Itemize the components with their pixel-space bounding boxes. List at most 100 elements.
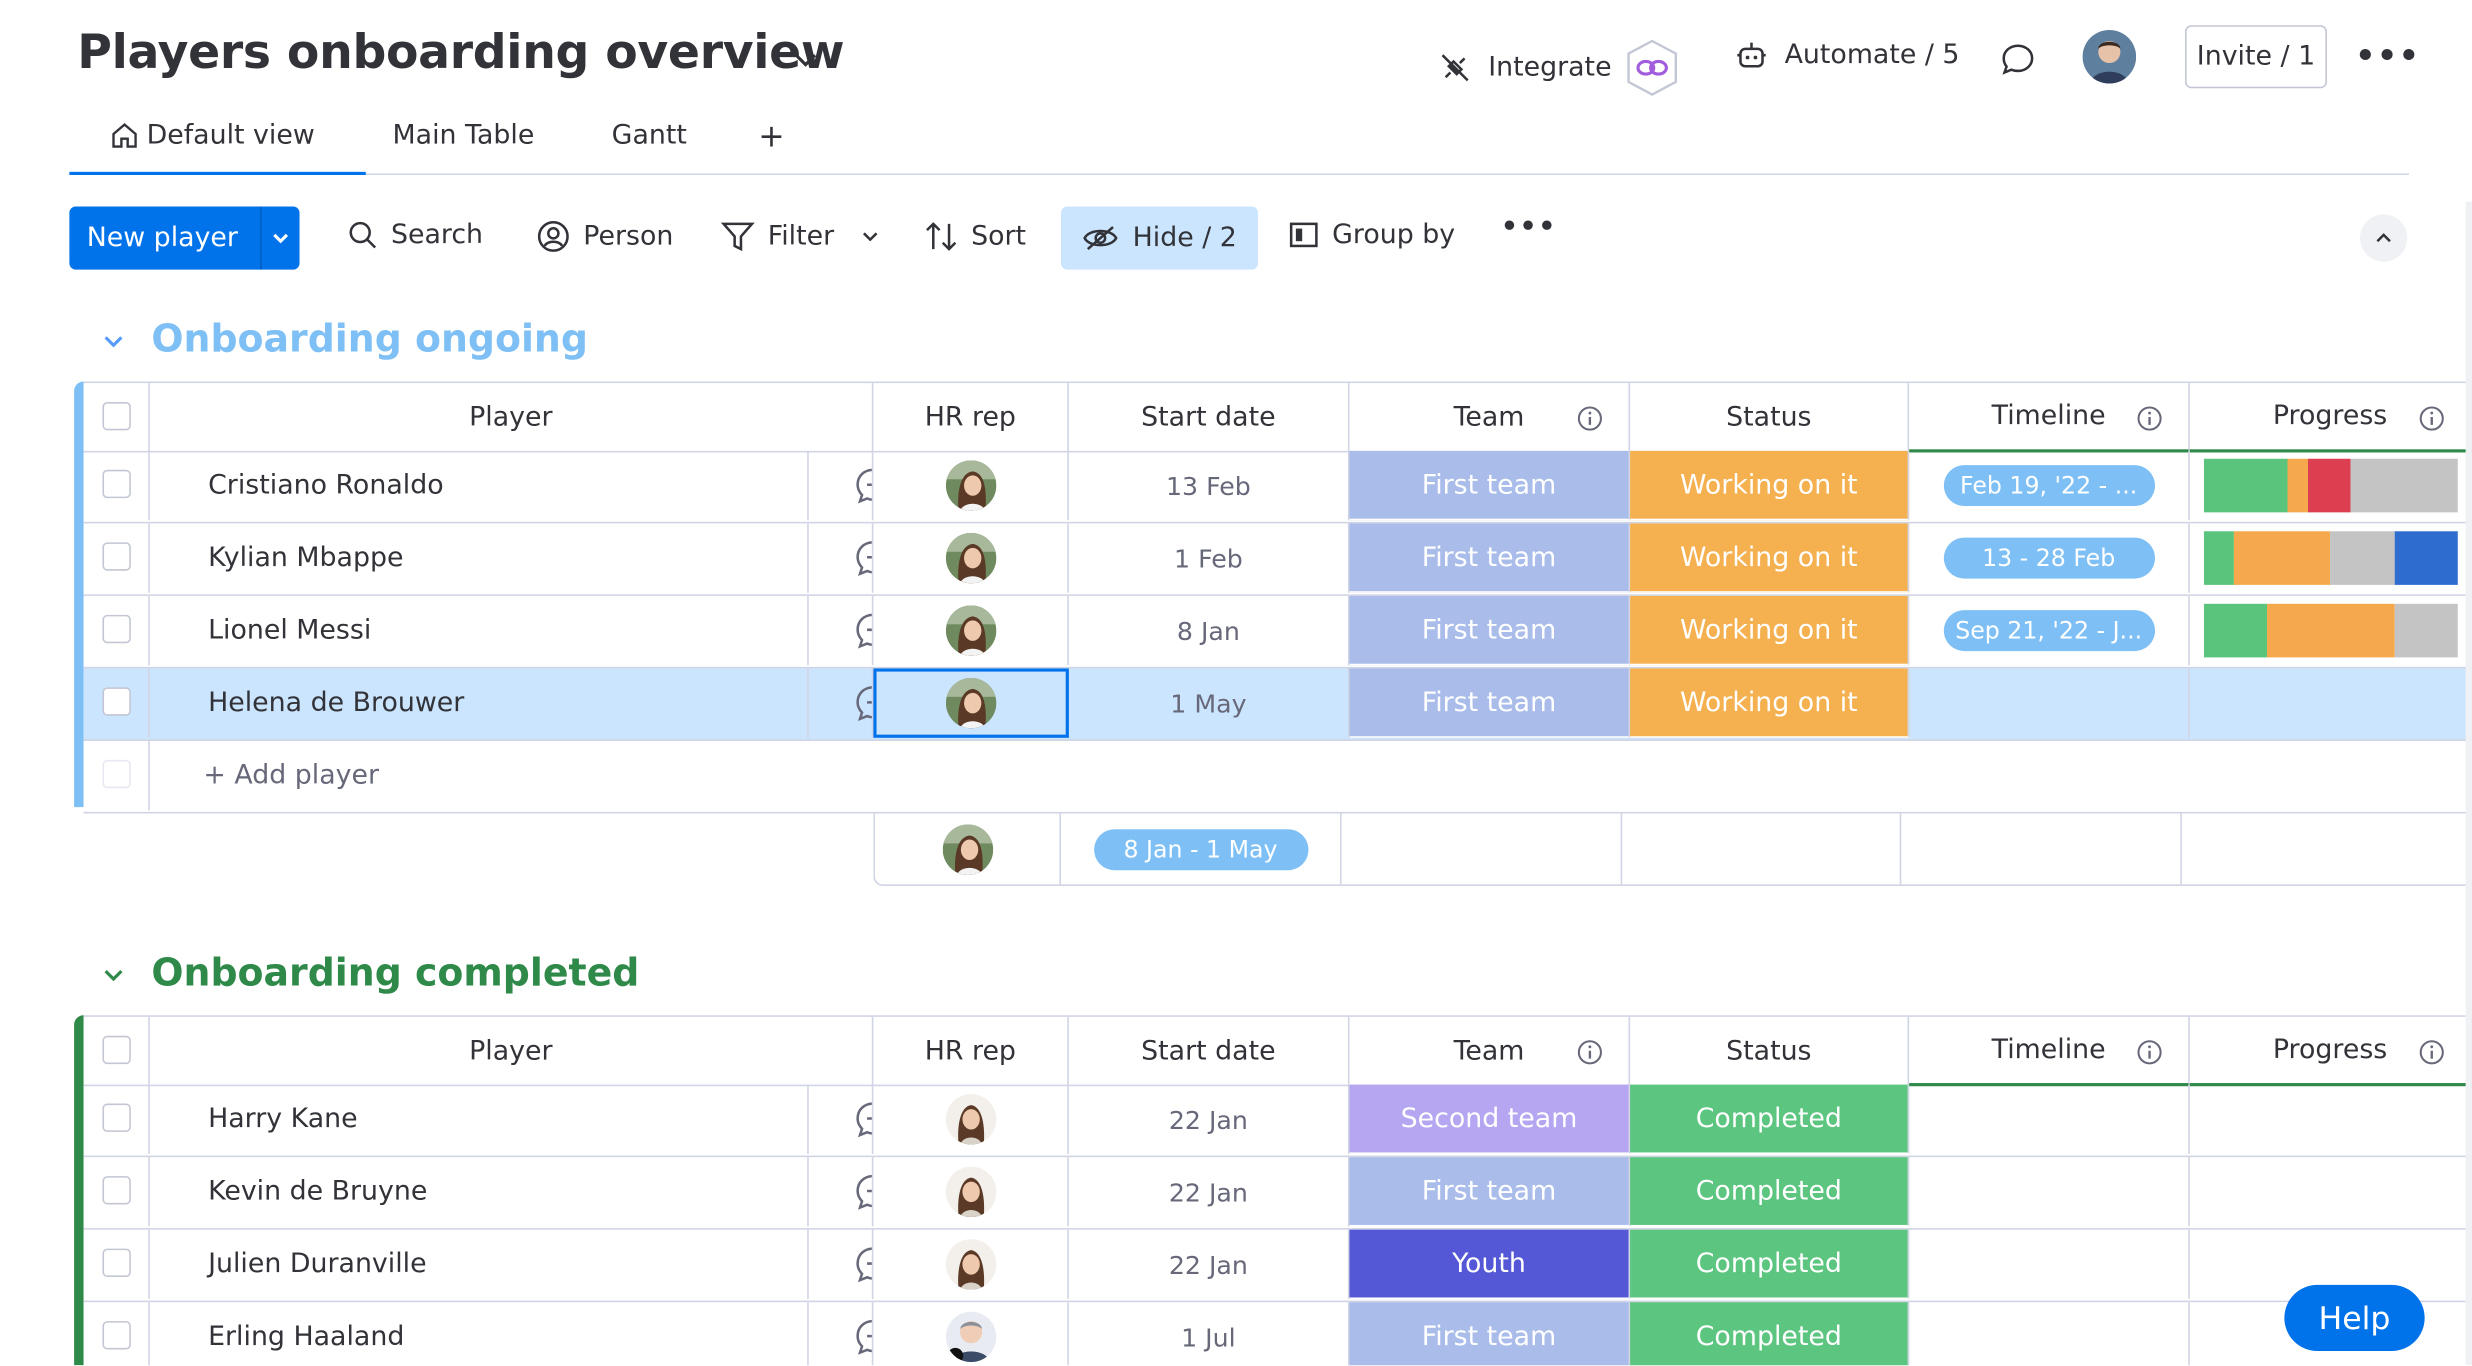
- info-icon[interactable]: [2418, 1039, 2445, 1066]
- avatar[interactable]: [945, 1094, 996, 1145]
- user-avatar[interactable]: [2082, 29, 2137, 84]
- player-name[interactable]: Lionel Messi: [208, 614, 372, 647]
- column-header-team[interactable]: Team: [1349, 383, 1631, 453]
- search-button[interactable]: Search: [347, 219, 483, 251]
- info-icon[interactable]: [2136, 405, 2163, 432]
- status-cell[interactable]: Completed: [1630, 1157, 1910, 1227]
- table-row[interactable]: Kevin de Bruyne 22 Jan First team Completed: [83, 1157, 2472, 1230]
- help-button[interactable]: Help: [2284, 1284, 2425, 1352]
- add-view-button[interactable]: +: [758, 116, 785, 155]
- status-cell[interactable]: Working on it: [1630, 595, 1910, 666]
- info-icon[interactable]: [1577, 1039, 1604, 1066]
- hr-rep-cell[interactable]: [873, 1157, 1069, 1227]
- integrate-button[interactable]: Integrate: [1438, 38, 1681, 98]
- team-cell[interactable]: First team: [1349, 523, 1631, 593]
- column-header-hr[interactable]: HR rep: [873, 383, 1069, 453]
- hr-rep-cell[interactable]: [873, 523, 1069, 593]
- scrollbar[interactable]: [2465, 201, 2472, 1366]
- start-date-cell[interactable]: 22 Jan: [1069, 1084, 1350, 1154]
- board-title[interactable]: Players onboarding overview: [77, 25, 845, 81]
- start-date-cell[interactable]: 1 Feb: [1069, 523, 1350, 593]
- player-name[interactable]: Kevin de Bruyne: [208, 1176, 428, 1208]
- start-date-cell[interactable]: 1 Jul: [1069, 1302, 1350, 1366]
- sort-button[interactable]: Sort: [924, 219, 1026, 254]
- player-cell[interactable]: Harry Kane: [150, 1084, 874, 1154]
- column-header-progress[interactable]: Progress: [2189, 383, 2472, 453]
- team-cell[interactable]: First team: [1349, 450, 1631, 521]
- table-row[interactable]: Harry Kane 22 Jan Second team Completed: [83, 1084, 2472, 1158]
- add-update-icon[interactable]: [853, 1316, 873, 1357]
- add-update-icon[interactable]: [853, 538, 873, 579]
- invite-button[interactable]: Invite / 1: [2185, 25, 2327, 89]
- avatar[interactable]: [945, 460, 996, 511]
- column-header-timeline[interactable]: Timeline: [1909, 383, 2190, 453]
- hr-rep-cell[interactable]: [873, 595, 1069, 666]
- column-header-progress[interactable]: Progress: [2189, 1016, 2472, 1087]
- add-update-icon[interactable]: [853, 1171, 873, 1212]
- row-checkbox[interactable]: [102, 687, 131, 716]
- timeline-pill[interactable]: Feb 19, '22 - ...: [1943, 465, 2155, 507]
- player-cell[interactable]: Cristiano Ronaldo: [150, 450, 874, 521]
- row-checkbox[interactable]: [102, 1103, 131, 1132]
- new-player-dropdown[interactable]: [262, 227, 300, 249]
- column-header-status[interactable]: Status: [1630, 383, 1910, 453]
- select-all-checkbox[interactable]: [102, 402, 131, 431]
- timeline-cell[interactable]: [1909, 1229, 2190, 1300]
- chevron-down-icon[interactable]: [99, 962, 127, 990]
- hr-rep-cell[interactable]: [873, 1229, 1069, 1300]
- timeline-cell[interactable]: [1909, 1302, 2190, 1366]
- start-date-cell[interactable]: 22 Jan: [1069, 1229, 1350, 1300]
- avatar[interactable]: [945, 1166, 996, 1218]
- more-options-icon[interactable]: •••: [2355, 36, 2421, 75]
- add-update-icon[interactable]: [853, 1099, 873, 1140]
- avatar[interactable]: [945, 1311, 996, 1363]
- group-by-button[interactable]: Group by: [1288, 219, 1455, 251]
- timeline-cell[interactable]: [1909, 668, 2190, 738]
- timeline-pill[interactable]: Sep 21, '22 - J...: [1943, 610, 2155, 652]
- toolbar-more-icon[interactable]: •••: [1500, 211, 1557, 243]
- column-header-team[interactable]: Team: [1349, 1016, 1631, 1087]
- avatar[interactable]: [945, 605, 996, 656]
- add-update-icon[interactable]: [853, 610, 873, 651]
- group-title-ongoing[interactable]: Onboarding ongoing: [151, 316, 588, 362]
- player-name[interactable]: Helena de Brouwer: [208, 687, 465, 719]
- hide-columns-button[interactable]: Hide / 2: [1060, 206, 1259, 270]
- player-name[interactable]: Harry Kane: [208, 1103, 358, 1136]
- start-date-cell[interactable]: 13 Feb: [1069, 450, 1350, 521]
- table-row[interactable]: Julien Duranville 22 Jan Youth Completed: [83, 1229, 2472, 1303]
- chevron-down-icon[interactable]: [788, 43, 823, 78]
- group-title-completed[interactable]: Onboarding completed: [151, 950, 640, 995]
- timeline-cell[interactable]: [1909, 1084, 2190, 1154]
- hr-rep-cell[interactable]: [873, 1302, 1069, 1366]
- avatar[interactable]: [945, 677, 996, 729]
- table-row[interactable]: Lionel Messi 8 Jan First team Working on it…: [83, 595, 2472, 669]
- collapse-toolbar-button[interactable]: [2360, 214, 2408, 262]
- row-checkbox[interactable]: [102, 469, 131, 499]
- player-cell[interactable]: Kevin de Bruyne: [150, 1157, 874, 1227]
- new-player-button[interactable]: New player: [69, 206, 300, 270]
- info-icon[interactable]: [2136, 1039, 2163, 1066]
- add-player-input[interactable]: + Add player: [203, 759, 380, 792]
- hr-rep-cell[interactable]: [873, 668, 1069, 738]
- status-cell[interactable]: Working on it: [1630, 668, 1910, 738]
- team-cell[interactable]: First team: [1349, 1157, 1631, 1227]
- start-date-cell[interactable]: 1 May: [1069, 668, 1350, 738]
- avatar[interactable]: [945, 1239, 996, 1290]
- row-checkbox[interactable]: [102, 614, 131, 644]
- team-cell[interactable]: First team: [1349, 668, 1631, 738]
- status-cell[interactable]: Completed: [1630, 1302, 1910, 1366]
- chevron-down-icon[interactable]: [859, 225, 881, 247]
- tab-gantt[interactable]: Gantt: [611, 119, 687, 152]
- player-cell[interactable]: Kylian Mbappe: [150, 523, 874, 593]
- chevron-down-icon[interactable]: [99, 328, 127, 356]
- team-cell[interactable]: Second team: [1349, 1084, 1631, 1154]
- timeline-pill[interactable]: 13 - 28 Feb: [1943, 537, 2155, 579]
- select-all-checkbox[interactable]: [102, 1035, 131, 1065]
- timeline-cell[interactable]: Sep 21, '22 - J...: [1909, 595, 2190, 666]
- add-update-icon[interactable]: [853, 1244, 873, 1285]
- player-cell[interactable]: Erling Haaland: [150, 1302, 874, 1366]
- table-row[interactable]: Erling Haaland 1 Jul First team Completed: [84, 1302, 2472, 1366]
- column-header-player[interactable]: Player: [150, 383, 874, 453]
- status-cell[interactable]: Working on it: [1630, 450, 1910, 521]
- column-header-start[interactable]: Start date: [1069, 383, 1350, 453]
